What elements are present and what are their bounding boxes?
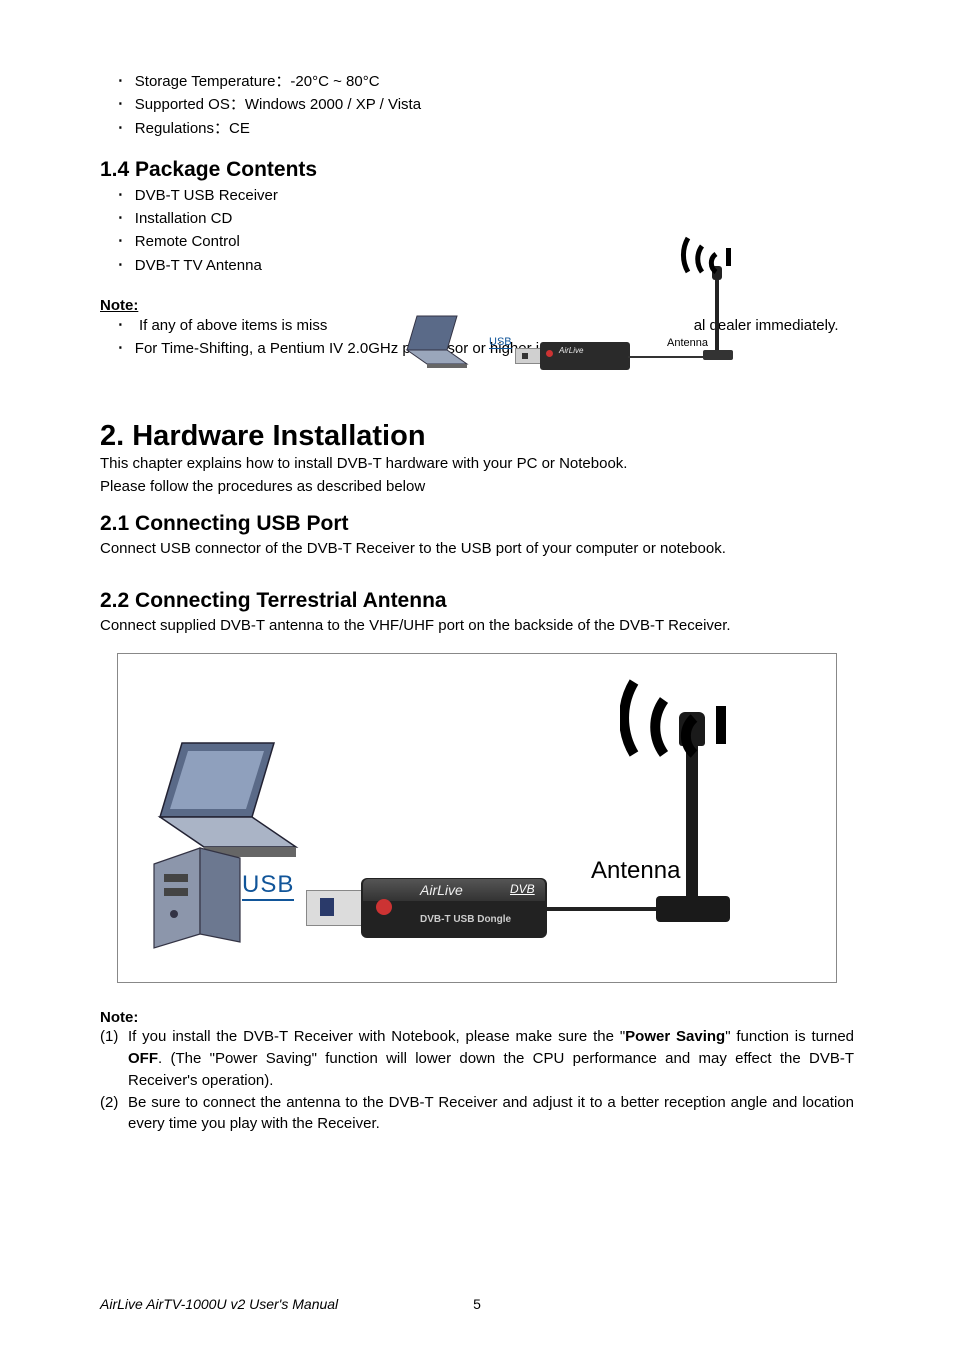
cable-icon (628, 356, 703, 358)
signal-arcs-icon (620, 672, 770, 762)
usb-label: USB (242, 871, 294, 901)
note-text-start: If any of above items is miss (139, 317, 327, 334)
antenna-stick-icon (715, 277, 719, 352)
footer-doc-title: AirLive AirTV-1000U v2 User's Manual (100, 1296, 338, 1312)
antenna-label: Antenna (591, 857, 680, 885)
note-text: . (The "Power Saving" function will lowe… (128, 1050, 854, 1089)
note-bold: Power Saving (625, 1028, 725, 1045)
list-item: Be sure to connect the antenna to the DV… (100, 1092, 854, 1136)
note-text: If you install the DVB-T Receiver with N… (128, 1028, 625, 1045)
heading-2-2: 2.2 Connecting Terrestrial Antenna (100, 589, 854, 613)
heading-1-4: 1.4 Package Contents (100, 158, 854, 182)
usb-inner-icon (320, 898, 334, 916)
dongle-brand-label: AirLive (420, 882, 463, 898)
dongle-led-icon (546, 350, 553, 357)
note-text: " function is turned (725, 1028, 854, 1045)
spec-item: Regulations：CE (100, 117, 854, 140)
section-2-intro-2: Please follow the procedures as describe… (100, 476, 854, 499)
cable-icon (545, 907, 657, 911)
signal-arcs-icon (680, 232, 750, 276)
list-item: If you install the DVB-T Receiver with N… (100, 1026, 854, 1091)
page-number: 5 (473, 1296, 481, 1312)
section-2-1-body: Connect USB connector of the DVB-T Recei… (100, 538, 854, 561)
dongle-icon (540, 342, 630, 370)
dongle-sub-label: DVB-T USB Dongle (420, 914, 511, 925)
laptop-icon (395, 314, 475, 383)
section-2-2-body: Connect supplied DVB-T antenna to the VH… (100, 615, 854, 638)
list-item: DVB-T USB Receiver (100, 184, 854, 207)
usb-plug-icon (515, 348, 541, 364)
spec-item: Supported OS：Windows 2000 / XP / Vista (100, 93, 854, 116)
note-bold: OFF (128, 1050, 158, 1067)
antenna-stick-icon (686, 742, 698, 897)
dongle-dvb-label: DVB (510, 882, 535, 896)
spec-list: Storage Temperature：-20°C ~ 80°C Support… (100, 70, 854, 140)
antenna-base-icon (656, 896, 730, 922)
bottom-note-label: Note: (100, 1009, 854, 1026)
usb-label: USB (489, 336, 512, 349)
heading-2: 2. Hardware Installation (100, 420, 854, 453)
bottom-note-list: If you install the DVB-T Receiver with N… (100, 1026, 854, 1135)
section-2-intro-1: This chapter explains how to install DVB… (100, 453, 854, 476)
antenna-base-icon (703, 350, 733, 360)
dongle-brand-label: AirLive (559, 346, 583, 355)
large-connection-diagram: USB AirLive DVB DVB-T USB Dongle Antenna (117, 653, 837, 983)
heading-2-1: 2.1 Connecting USB Port (100, 512, 854, 536)
antenna-label: Antenna (667, 337, 708, 349)
spec-item: Storage Temperature：-20°C ~ 80°C (100, 70, 854, 93)
page-footer: AirLive AirTV-1000U v2 User's Manual 5 (100, 1296, 854, 1312)
small-connection-diagram: USB AirLive Antenna (365, 222, 835, 392)
usb-plug-icon (306, 890, 362, 926)
